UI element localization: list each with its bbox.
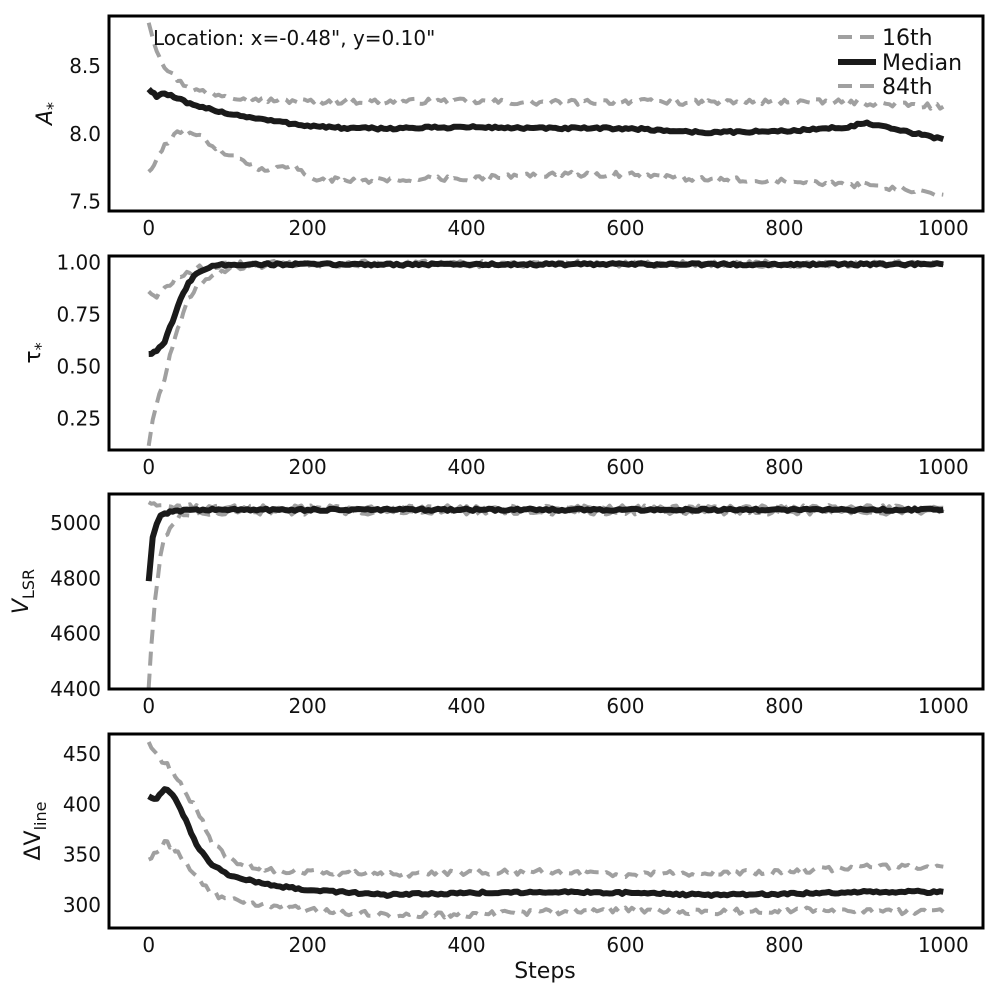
panel-3-y-tick-label: 4800 [50,566,101,590]
panel-3-x-tick-label: 800 [765,694,803,718]
panel-4-x-tick-label: 1000 [918,933,969,957]
panel-3-series-median [145,505,944,582]
panel-3-series-84th [146,507,945,688]
panel-3-x-tick-label: 600 [606,694,644,718]
panel-2-y-tick-label: 0.75 [56,302,101,326]
panel-4-series-16th [146,741,944,879]
panel-4-y-tick-label: 450 [63,742,101,766]
panel-1-x-tick-label: 0 [142,216,155,240]
panel-2-x-tick-label: 800 [765,455,803,479]
legend-label-84th: 84th [882,75,933,100]
panel-1-x-tick-label: 800 [765,216,803,240]
panel-4-y-axis-label: ΔVline [21,802,50,861]
panel-3-x-tick-label: 200 [289,694,327,718]
panel-2-x-tick-label: 1000 [918,455,969,479]
legend: 16th Median 84th [838,26,962,100]
panel-4-x-tick-label: 800 [765,933,803,957]
panel-4-y-tick-label: 400 [63,792,101,816]
panel-1-series-84th [147,128,944,198]
chart-annotation: Location: x=-0.48", y=0.10" [153,26,435,50]
panel-4-x-tick-label: 200 [289,933,327,957]
panel-1-x-tick-label: 400 [447,216,485,240]
panel-2-x-tick-label: 400 [447,455,485,479]
legend-label-median: Median [882,51,962,76]
panel-4-frame [107,732,985,930]
panel-2-curves [146,258,945,447]
panel-2-x-tick-label: 0 [142,455,155,479]
panel-4-x-tick-label: 0 [142,933,155,957]
panel-1-curves [146,22,945,198]
panel-2-x-tick-label: 200 [289,455,327,479]
panels-layer: 0 200 400 600 800 1000 7.5 8.0 8.5 A* 0 200 400 600 80… [9,14,985,957]
panel-1-y-tick-label: 8.0 [69,122,101,146]
panel-3-y-tick-label: 4600 [50,622,101,646]
panel-2: 0 200 400 600 800 1000 0.25 0.50 0.75 1.00 τ* [21,250,985,479]
panel-1-series-median [146,87,945,143]
x-axis-label: Steps [514,959,576,984]
panel-1-x-tick-label: 600 [606,216,644,240]
panel-3-curves [145,500,945,688]
panel-2-y-tick-label: 1.00 [56,250,101,274]
panel-3: 0 200 400 600 800 1000 4400 4600 4800 5000 VLSR [9,492,985,718]
panel-1-frame [107,14,985,213]
panel-1-y-axis-label: A* [33,102,62,127]
panel-4-y-tick-label: 350 [63,843,101,867]
panel-3-frame [107,492,985,691]
panel-3-x-tick-label: 400 [447,694,485,718]
panel-4-series-84th [147,839,945,920]
panel-4-y-tick-label: 300 [63,893,101,917]
panel-1-x-tick-label: 1000 [918,216,969,240]
panel-4-curves [146,741,945,920]
panel-4-x-tick-label: 600 [606,933,644,957]
panel-4: 0 200 400 600 800 1000 300 350 400 450 ΔVline [21,732,985,957]
panel-3-x-tick-label: 0 [142,694,155,718]
panel-3-y-tick-label: 5000 [50,511,101,535]
panel-2-y-axis-label: τ* [21,342,50,363]
panel-2-series-84th [146,259,944,447]
panel-3-y-axis-label: VLSR [9,569,38,614]
panel-2-x-tick-label: 600 [606,455,644,479]
panel-2-y-tick-label: 0.25 [56,407,101,431]
panel-4-x-tick-label: 400 [447,933,485,957]
panel-3-x-tick-label: 1000 [918,694,969,718]
panel-1-x-tick-label: 200 [289,216,327,240]
panel-3-y-tick-label: 4400 [50,677,101,701]
legend-label-16th: 16th [882,26,933,51]
panel-2-frame [107,254,985,452]
panel-1-series-16th [146,22,945,111]
panel-2-y-tick-label: 0.50 [56,355,101,379]
panel-1-y-tick-label: 8.5 [69,54,101,78]
panel-1: 0 200 400 600 800 1000 7.5 8.0 8.5 A* [33,14,985,240]
panel-2-series-median [148,260,944,357]
panel-4-series-median [147,786,944,899]
panel-1-y-tick-label: 7.5 [69,190,101,214]
